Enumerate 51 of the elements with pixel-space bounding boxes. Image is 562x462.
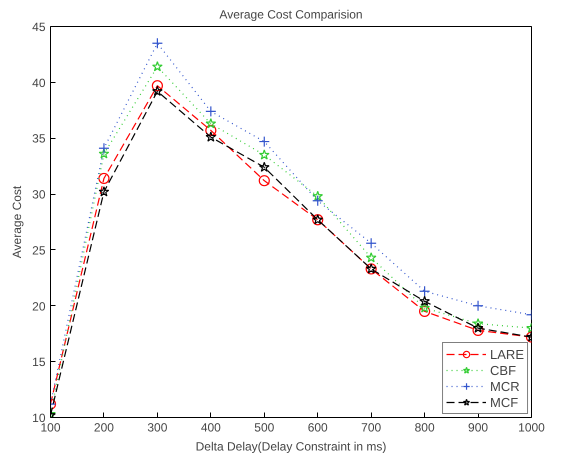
point [205,131,216,142]
point [312,195,324,206]
point [152,80,163,92]
legend-label: LARE [490,346,524,362]
y-tick-label: 30 [32,188,46,202]
y-axis-title: Average Cost [10,185,24,258]
point [98,148,110,158]
point [366,252,377,262]
chart-title: Average Cost Comparision [219,8,363,22]
point [366,238,377,249]
y-tick-label: 20 [32,299,46,314]
point [205,106,216,118]
x-tick-label: 100 [40,420,61,434]
point [419,286,430,297]
legend-label: MCF [490,394,518,410]
x-tick-label: 500 [254,420,275,434]
y-tick-label: 15 [32,355,46,370]
x-tick-label: 300 [147,420,168,434]
legend-label: CBF [490,362,516,378]
point [205,124,216,136]
point [258,136,270,148]
point [419,296,430,306]
x-tick-label: 200 [94,420,114,434]
point [152,86,163,96]
point [258,162,270,172]
point [98,142,110,154]
point [419,302,430,313]
x-tick-label: 1000 [518,420,546,434]
y-tick-label: 35 [32,132,46,146]
point [152,38,163,49]
x-tick-label: 600 [308,420,328,434]
point [472,300,484,312]
point [98,172,110,184]
point [205,118,216,128]
point [419,306,430,317]
legend-label: MCR [490,378,520,394]
x-tick-label: 800 [414,420,435,434]
point [98,186,110,196]
point [472,318,484,328]
point [258,175,270,186]
x-tick-label: 400 [200,420,222,434]
y-tick-label: 25 [32,243,46,258]
y-tick-label: 40 [32,76,46,90]
x-axis-title: Delta Delay(Delay Constraint in ms) [196,440,386,454]
x-tick-label: 700 [361,420,382,434]
point [152,61,163,72]
point [312,190,324,201]
point [258,149,270,160]
point [472,322,484,333]
x-tick-label: 900 [468,420,488,434]
y-tick-label: 45 [32,20,46,34]
